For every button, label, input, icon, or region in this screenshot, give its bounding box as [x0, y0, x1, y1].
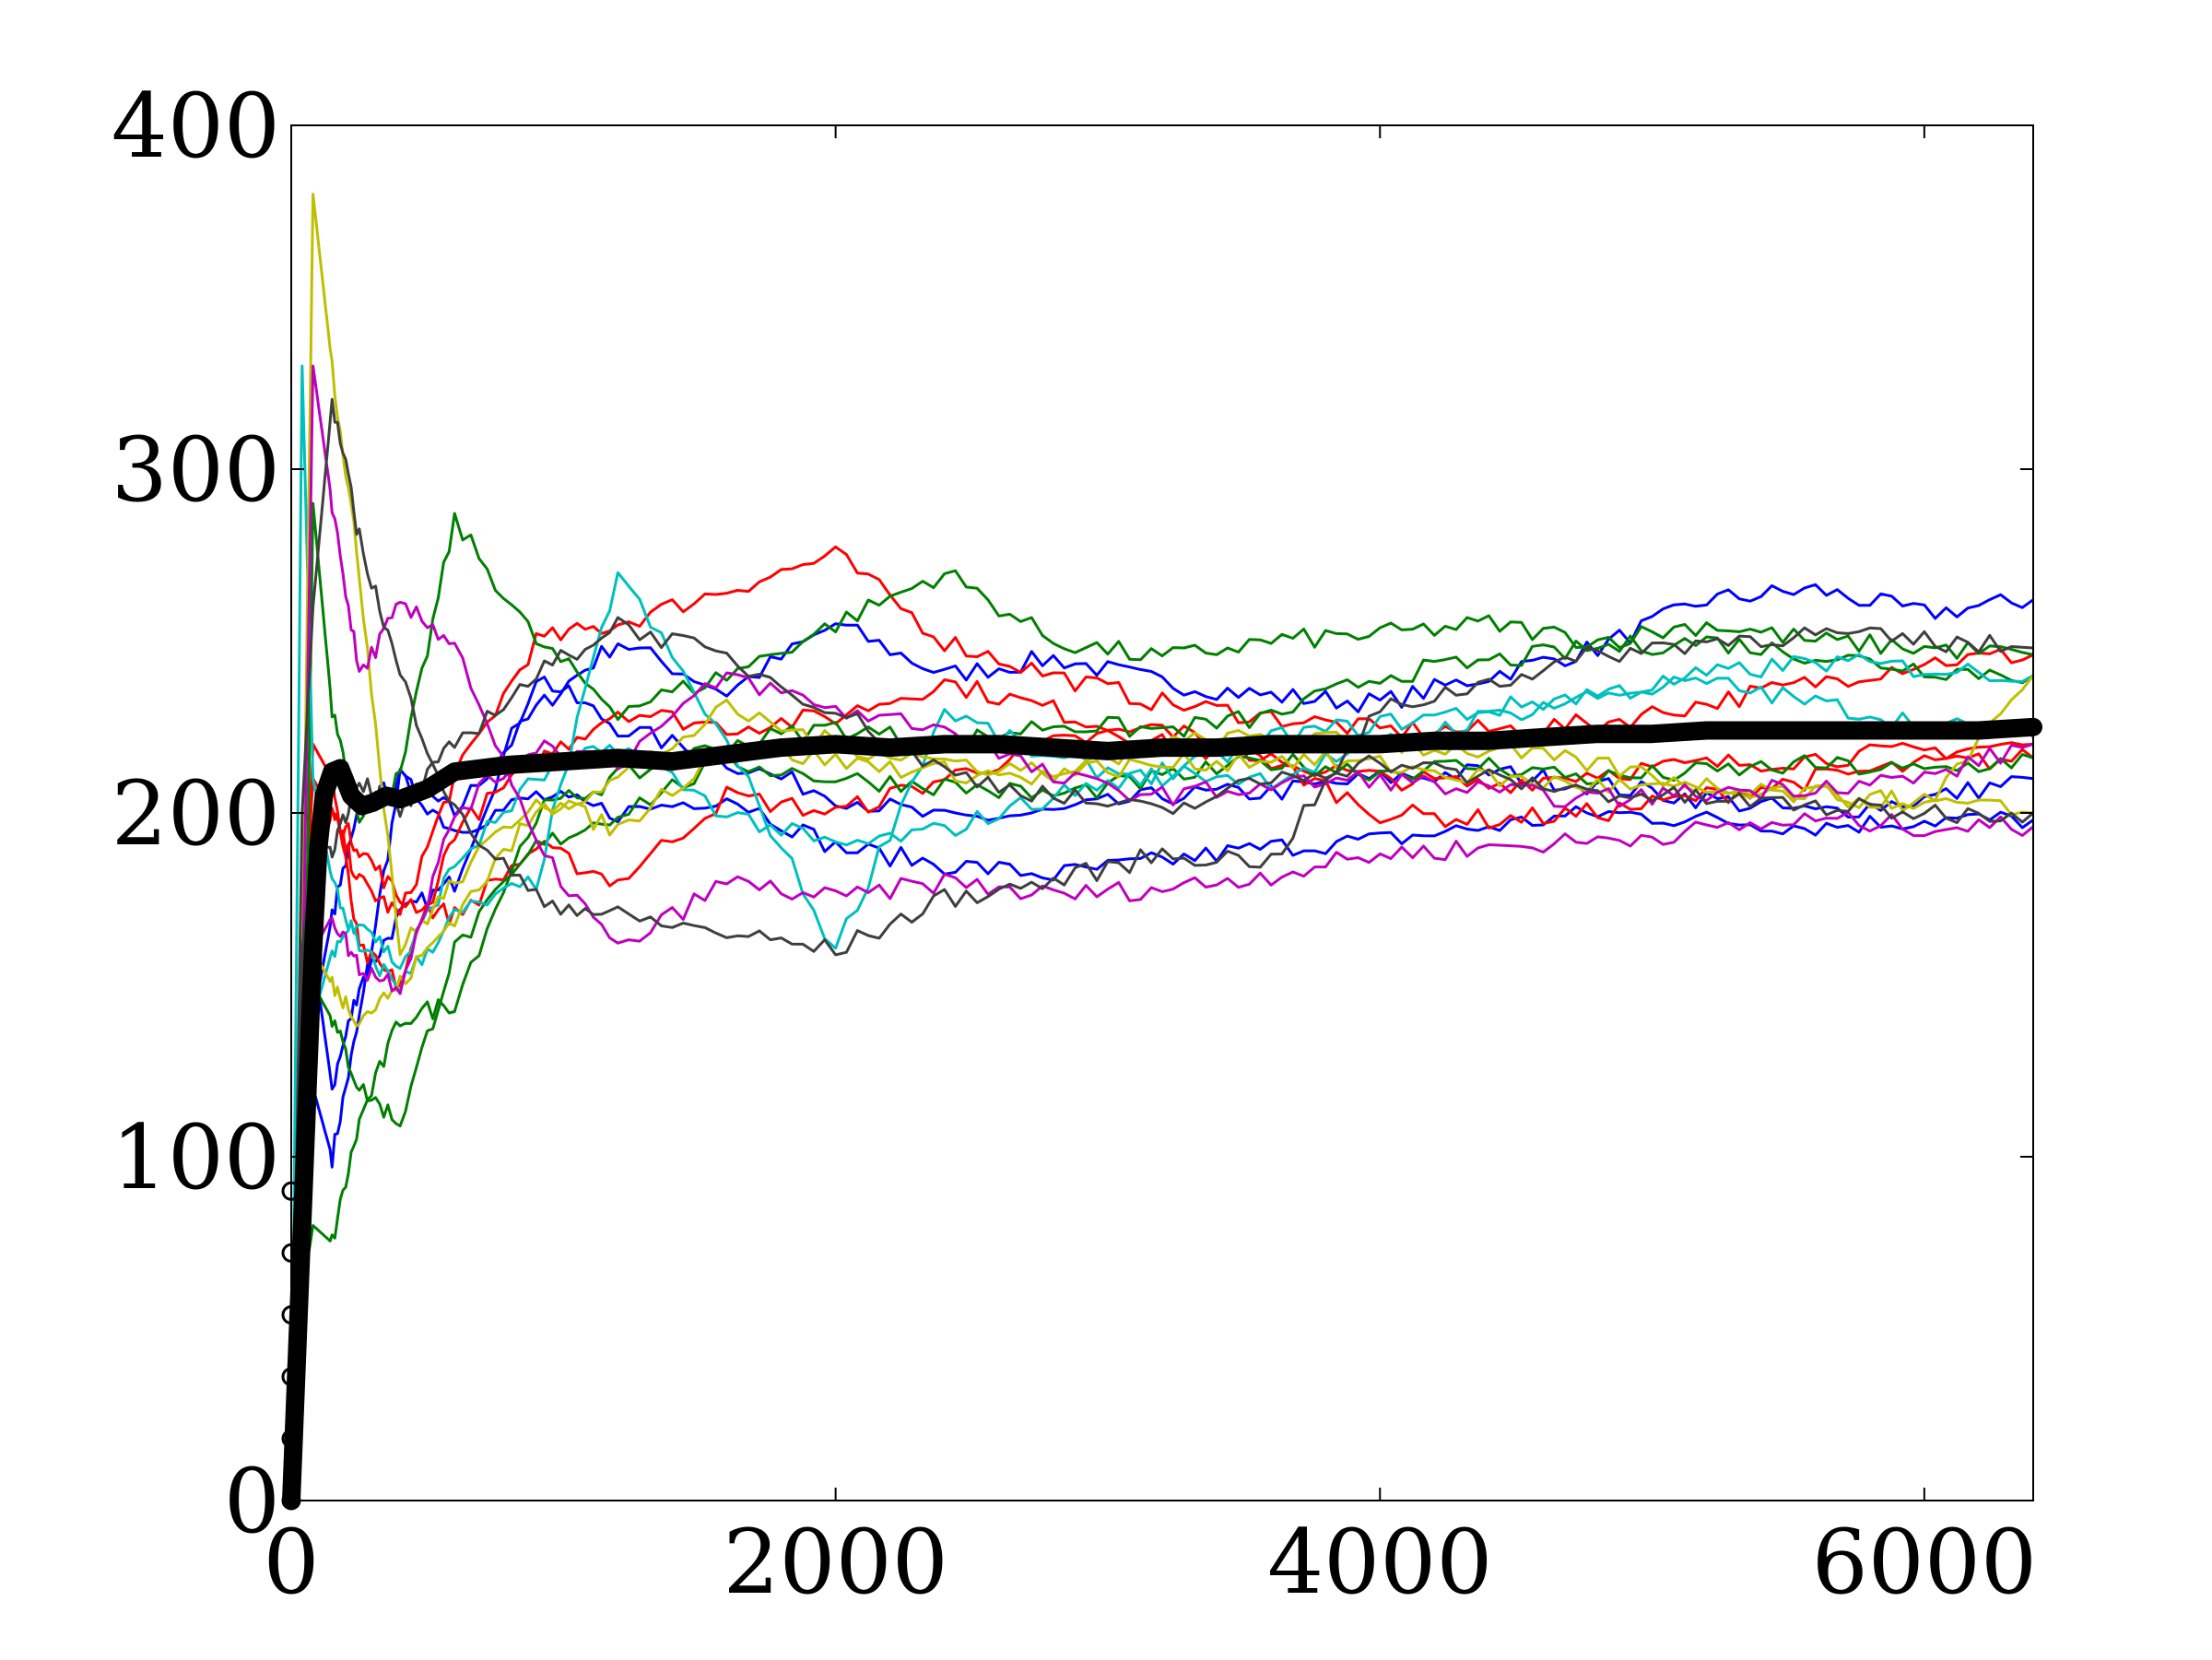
series-line-13 — [289, 699, 2034, 1501]
y-tick-label: 100 — [112, 1106, 280, 1209]
series-line-6 — [289, 723, 2034, 1501]
x-tick-label: 0 — [263, 1511, 319, 1614]
series-line-3 — [289, 768, 2034, 1501]
series-line-12 — [289, 193, 2035, 1501]
y-tick-label: 300 — [112, 418, 280, 522]
x-tick-label: 4000 — [1267, 1511, 1492, 1614]
series-line-8 — [289, 634, 2034, 1501]
x-tick-label: 6000 — [1812, 1511, 2037, 1614]
series-line-1 — [289, 583, 2034, 1501]
series-line-7 — [289, 501, 2034, 1501]
series-line-14 — [289, 364, 2034, 1501]
y-tick-label: 200 — [112, 762, 280, 865]
y-tick-label: 0 — [224, 1450, 280, 1553]
series-line-5 — [289, 678, 2034, 1501]
series-layer — [289, 193, 2035, 1501]
tick-layer: 0 2000 4000 6000 0 100 200 300 400 — [112, 75, 2037, 1614]
series-line-10 — [289, 364, 2035, 1501]
y-tick-label: 400 — [112, 75, 280, 178]
series-line-16 — [289, 397, 2034, 1501]
x-tick-label: 2000 — [723, 1511, 947, 1614]
mean-series-line — [282, 717, 2042, 1510]
series-line-15 — [289, 671, 2034, 1501]
series-line-2 — [289, 676, 2034, 1501]
series-line-9 — [289, 749, 2034, 1501]
